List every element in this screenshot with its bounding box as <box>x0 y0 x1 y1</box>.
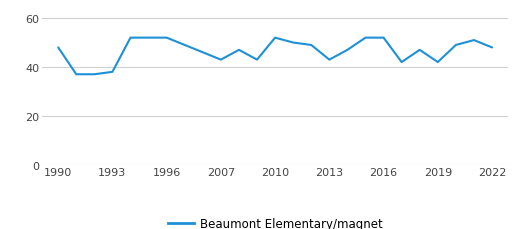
Legend: Beaumont Elementary/magnet: Beaumont Elementary/magnet <box>163 213 387 229</box>
